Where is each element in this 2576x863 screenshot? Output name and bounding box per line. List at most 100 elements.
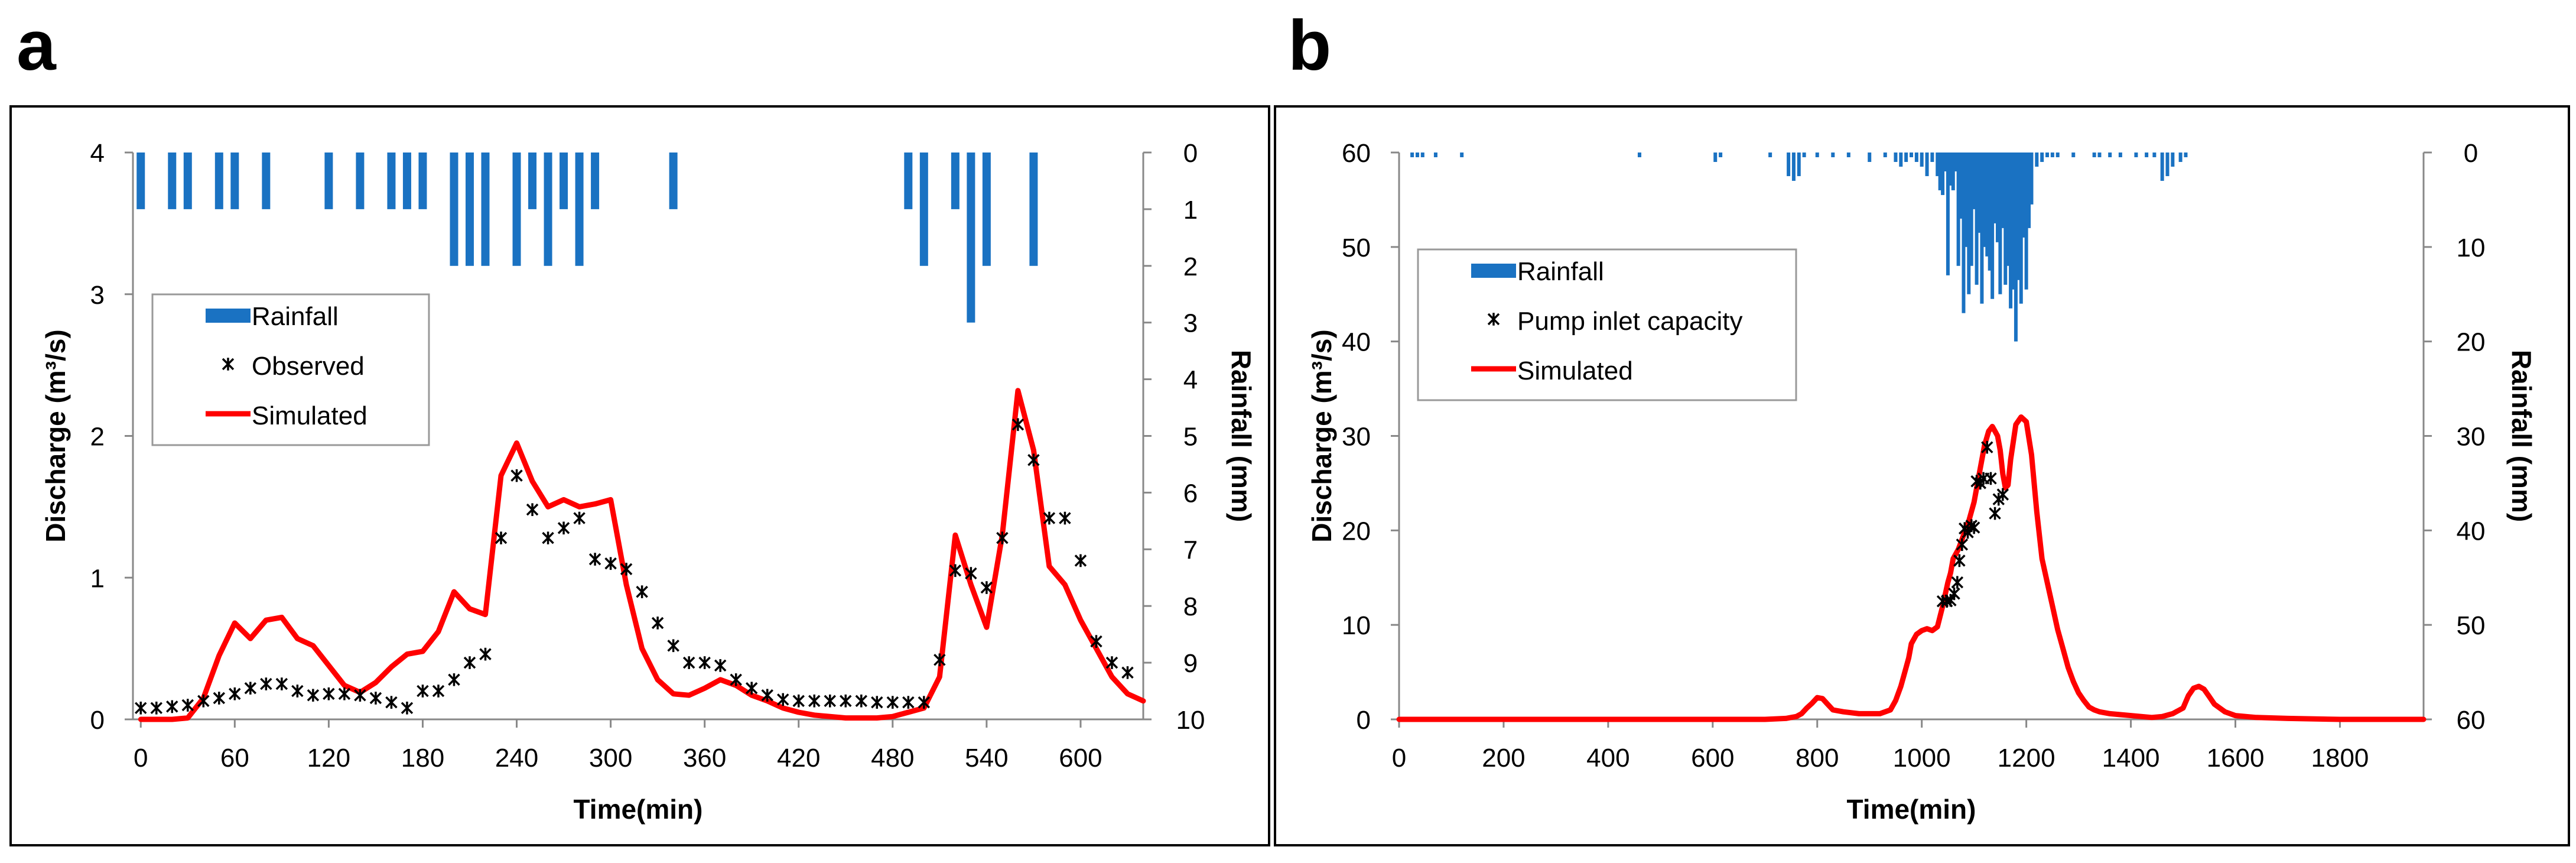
y2-tick-label: 6 <box>1183 479 1198 508</box>
legend-label-observed: Pump inlet capacity <box>1517 307 1743 336</box>
observed-point <box>448 673 460 686</box>
observed-point <box>792 695 805 708</box>
rainfall-bar <box>575 153 584 266</box>
observed-point <box>1996 488 2009 501</box>
rainfall-bar <box>481 153 490 266</box>
y-tick-label: 1 <box>90 564 105 593</box>
y-tick-label: 10 <box>1342 611 1371 640</box>
panel-label-a: a <box>17 6 56 85</box>
observed-point <box>369 692 382 705</box>
rainfall-bar <box>1883 153 1887 157</box>
rainfall-bar <box>1415 153 1419 157</box>
x-tick-label: 600 <box>1691 744 1734 773</box>
y2-tick-label: 8 <box>1183 592 1198 621</box>
observed-point <box>1956 538 1969 551</box>
rainfall-bar <box>1713 153 1718 162</box>
x-tick-label: 800 <box>1796 744 1839 773</box>
x-tick-label: 420 <box>777 744 820 773</box>
rainfall-bar <box>1993 153 1997 223</box>
x-tick-label: 400 <box>1586 744 1629 773</box>
rainfall-bar <box>1954 153 1958 171</box>
rainfall-bar <box>669 153 678 209</box>
rainfall-bar <box>919 153 928 266</box>
x-tick-label: 300 <box>589 744 632 773</box>
y2-tick-label: 10 <box>1176 706 1205 735</box>
x-tick-label: 200 <box>1482 744 1525 773</box>
y2-tick-label: 5 <box>1183 423 1198 452</box>
rainfall-bar <box>2006 153 2010 266</box>
observed-point <box>1989 507 2001 520</box>
y2-tick-label: 10 <box>2457 233 2486 262</box>
observed-point <box>871 696 883 709</box>
rainfall-bar <box>2097 153 2102 157</box>
rainfall-bar <box>1990 153 1995 299</box>
rainfall-bar <box>168 153 177 209</box>
observed-series <box>135 418 1134 715</box>
rainfall-bar <box>1768 153 1772 157</box>
rainfall-bar <box>1433 153 1437 157</box>
rainfall-bar <box>1925 153 1929 176</box>
rainfall-bar <box>402 153 411 209</box>
rainfall-bar <box>1951 153 1955 190</box>
rainfall-bar <box>544 153 552 266</box>
rainfall-bar <box>1943 153 1947 171</box>
rainfall-bar <box>1410 153 1414 157</box>
observed-point <box>495 531 508 544</box>
y2-tick-label: 7 <box>1183 536 1198 564</box>
rainfall-bar <box>2152 153 2157 157</box>
rainfall-bar <box>2001 153 2005 228</box>
observed-point <box>135 702 147 715</box>
rainfall-bar <box>528 153 537 209</box>
observed-point <box>338 687 351 700</box>
rainfall-series <box>1410 153 2188 342</box>
observed-point <box>604 557 617 570</box>
rainfall-bar <box>1975 153 1979 285</box>
x-tick-label: 600 <box>1059 744 1102 773</box>
observed-point <box>1121 666 1134 679</box>
y2-axis-title: Rainfall (mm) <box>2506 350 2537 522</box>
observed-point <box>776 693 789 706</box>
y2-tick-label: 50 <box>2457 611 2486 640</box>
panel-label-b: b <box>1288 6 1332 85</box>
observed-point <box>965 567 977 580</box>
rainfall-bar <box>1959 153 1963 219</box>
observed-point <box>1011 418 1024 432</box>
y-tick-label: 4 <box>90 139 105 168</box>
legend: Rainfall Observed Simulated <box>151 293 430 446</box>
x-tick-label: 1000 <box>1893 744 1951 773</box>
rainfall-bar <box>1938 153 1942 190</box>
observed-point <box>432 684 445 697</box>
rainfall-bar <box>1868 153 1872 162</box>
x-tick-label: 0 <box>1392 744 1406 773</box>
rainfall-bar <box>1967 153 1971 294</box>
rainfall-bar <box>136 153 145 209</box>
observed-point <box>667 639 679 653</box>
legend-label-simulated: Simulated <box>252 401 367 430</box>
rainfall-bar <box>1985 153 1989 257</box>
observed-point <box>949 564 962 578</box>
observed-point <box>682 656 695 669</box>
rainfall-bar <box>2055 153 2060 157</box>
y2-tick-label: 0 <box>2464 139 2478 168</box>
rainfall-bar <box>560 153 568 209</box>
observed-point <box>1948 587 1960 601</box>
x-axis-title: Time(min) <box>1847 794 1976 825</box>
observed-point <box>824 695 837 708</box>
rainfall-bar <box>2019 153 2023 304</box>
x-tick-label: 540 <box>965 744 1008 773</box>
rainfall-bar <box>2024 153 2028 290</box>
observed-point <box>1487 313 1500 326</box>
legend-label-simulated: Simulated <box>1517 356 1633 385</box>
x-tick-label: 1800 <box>2311 744 2369 773</box>
rainfall-bar <box>1920 153 1924 167</box>
y2-tick-label: 3 <box>1183 309 1198 338</box>
rainfall-bar <box>387 153 396 209</box>
observed-point <box>714 659 727 672</box>
rainfall-bar <box>466 153 474 266</box>
rainfall-bar <box>356 153 365 209</box>
y-tick-label: 3 <box>90 281 105 310</box>
observed-point <box>761 689 773 702</box>
observed-point <box>401 702 414 715</box>
observed-point <box>463 656 476 669</box>
observed-point <box>260 677 272 690</box>
